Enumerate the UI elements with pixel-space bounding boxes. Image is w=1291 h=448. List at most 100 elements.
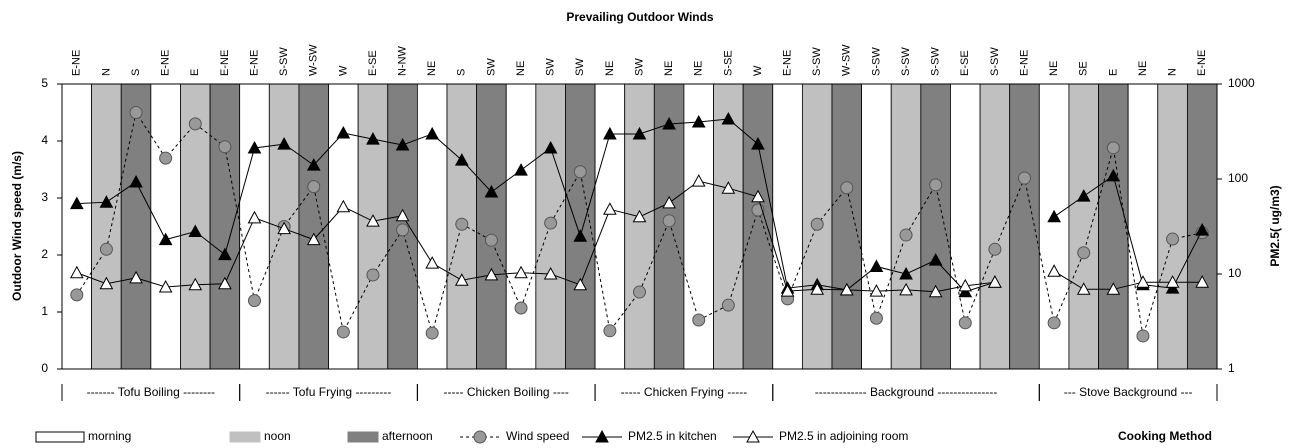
data-point: [958, 316, 972, 330]
data-point: [307, 180, 321, 194]
period-column: [1098, 83, 1129, 370]
data-point: [484, 184, 499, 198]
data-point: [247, 140, 262, 154]
period-column: [1157, 83, 1188, 370]
data-point: [218, 247, 232, 261]
data-point: [899, 266, 913, 280]
data-point: [662, 116, 676, 130]
period-column: [416, 83, 448, 370]
wind-direction-label: NE: [663, 61, 675, 76]
wind-direction-label: E-NE: [71, 50, 83, 76]
period-column: [979, 83, 1011, 370]
data-point: [988, 275, 1002, 288]
wind-direction-label: E-NE: [248, 50, 260, 76]
period-column: [890, 83, 922, 370]
data-point: [633, 285, 646, 299]
y-tick-label: 5: [41, 76, 48, 90]
data-point: [158, 279, 173, 293]
data-point: [869, 311, 883, 325]
data-point: [484, 233, 498, 247]
data-point: [99, 242, 113, 256]
legend-label: noon: [264, 429, 291, 443]
wind-direction-label: SW: [485, 58, 497, 76]
data-point: [1106, 141, 1120, 155]
data-point: [188, 224, 203, 238]
data-point: [158, 232, 173, 246]
data-point: [306, 158, 321, 171]
period-column: [742, 83, 774, 370]
group-label: ------ Tofu Frying ---------: [266, 385, 392, 399]
wind-direction-label: N-NW: [396, 45, 408, 76]
legend-label: afternoon: [382, 429, 433, 443]
group-label: ----- Chicken Boiling ----: [444, 385, 569, 399]
period-column: [1009, 83, 1040, 370]
data-point: [899, 282, 913, 296]
data-point: [306, 232, 321, 246]
data-point: [1195, 275, 1210, 288]
data-point: [780, 284, 795, 297]
y2-tick-label: 1000: [1228, 76, 1255, 90]
data-point: [247, 210, 262, 224]
wind-direction-label: S: [456, 69, 468, 76]
data-point: [751, 189, 765, 203]
data-point: [366, 268, 380, 282]
period-column: [91, 83, 122, 370]
data-point: [899, 228, 913, 242]
data-point: [1047, 264, 1061, 277]
wind-direction-label: SW: [545, 58, 557, 76]
data-point: [425, 326, 439, 340]
data-point: [721, 298, 735, 312]
data-point: [929, 178, 943, 192]
data-point: [336, 125, 351, 139]
data-point: [1077, 246, 1091, 260]
wind-direction-label: E: [1107, 69, 1119, 76]
legend-swatch: [35, 431, 85, 443]
wind-direction-label: N: [1166, 68, 1178, 76]
data-point: [544, 216, 558, 230]
period-column: [1068, 83, 1099, 370]
data-point: [603, 126, 617, 140]
data-point: [1076, 189, 1091, 202]
data-point: [810, 282, 825, 295]
data-point: [454, 153, 469, 166]
data-point: [869, 284, 884, 297]
wind-direction-label: W: [337, 65, 349, 76]
data-point: [336, 325, 350, 339]
data-point: [1136, 329, 1150, 343]
wind-direction-label: S-SW: [930, 47, 942, 76]
wind-direction-label: SW: [574, 58, 586, 76]
legend-marker: [595, 429, 609, 443]
data-point: [1166, 232, 1180, 246]
period-column: [476, 83, 507, 370]
data-point: [395, 137, 410, 151]
period-column: [239, 83, 270, 370]
data-point: [129, 270, 143, 284]
series-line: [76, 180, 1203, 293]
period-column: [1127, 83, 1159, 370]
wind-direction-label: S-SW: [900, 47, 912, 76]
period-column: [920, 83, 951, 370]
data-point: [691, 114, 706, 128]
period-column: [505, 83, 537, 370]
data-point: [366, 132, 380, 145]
wind-direction-label: E-NE: [219, 50, 231, 76]
data-point: [1136, 275, 1150, 288]
wind-direction-label: S-SW: [989, 47, 1001, 76]
wind-direction-label: E-NE: [781, 50, 793, 76]
y-tick-label: 0: [41, 361, 48, 375]
wind-direction-label: S-SW: [811, 47, 823, 76]
data-point: [514, 163, 528, 176]
data-point: [455, 217, 469, 231]
wind-direction-label: W-SW: [308, 44, 320, 76]
wind-direction-label: NE: [515, 61, 527, 76]
data-point: [366, 214, 380, 227]
y2-tick-label: 10: [1228, 266, 1242, 280]
legend-swatch: [229, 431, 261, 443]
data-point: [869, 259, 884, 272]
data-point: [218, 140, 232, 154]
data-point: [928, 253, 943, 266]
data-point: [810, 217, 824, 231]
plot-frame: [61, 83, 1218, 370]
data-point: [188, 117, 202, 131]
data-point: [395, 208, 410, 222]
